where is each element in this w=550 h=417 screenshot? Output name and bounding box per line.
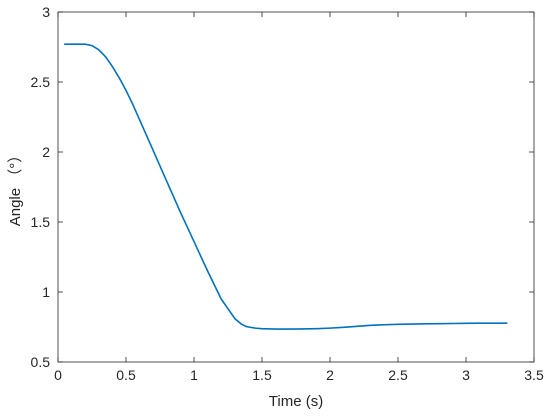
y-axis-label: Angle （°） [7, 148, 24, 227]
x-tick-label: 0 [54, 367, 62, 383]
y-tick-label: 2.5 [31, 74, 51, 90]
y-tick-label: 0.5 [31, 354, 51, 370]
x-tick-label: 3.5 [524, 367, 544, 383]
y-tick-label: 3 [42, 4, 50, 20]
y-tick-label: 2 [42, 144, 50, 160]
plot-area [64, 43, 508, 330]
axes-box [57, 11, 535, 363]
x-tick-label: 1.5 [252, 367, 272, 383]
axes: 0 0.5 1 1.5 2 2.5 3 3.50.511.522.53 [31, 4, 544, 383]
x-tick-label: 0.5 [116, 367, 136, 383]
x-tick-label: 1 [190, 367, 198, 383]
series-line-0 [64, 43, 508, 330]
y-tick-label: 1 [42, 284, 50, 300]
x-tick-label: 3 [462, 367, 470, 383]
axis-labels: Time (s) Angle （°） [7, 148, 323, 410]
x-tick-label: 2 [326, 367, 334, 383]
x-axis-label: Time (s) [269, 393, 323, 410]
x-tick-label: 2.5 [388, 367, 408, 383]
y-tick-label: 1.5 [31, 214, 51, 230]
